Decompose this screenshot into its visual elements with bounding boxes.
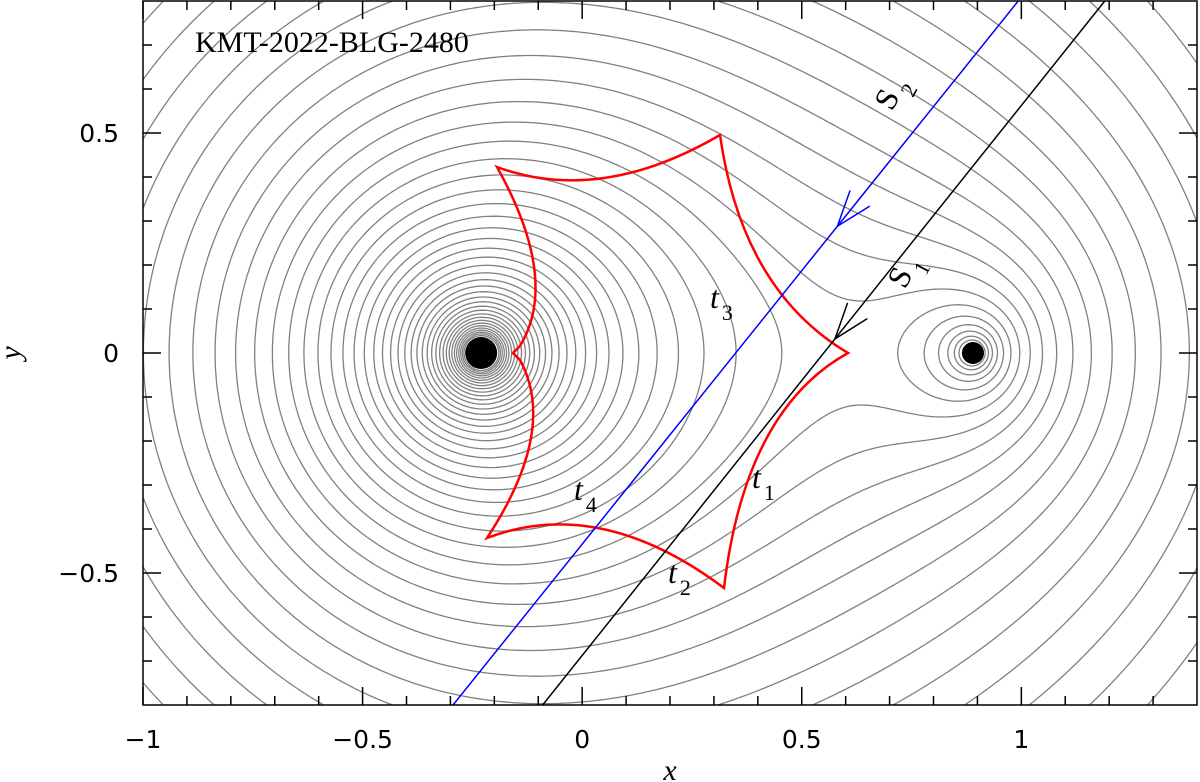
trajectory-label: S2 [866, 69, 922, 120]
label-index: 3 [722, 300, 733, 325]
caustic [483, 132, 851, 591]
label-letter: t [752, 459, 762, 495]
x-tick-label: 1 [1013, 725, 1029, 754]
plot-frame [142, 0, 1198, 706]
contours [143, 1, 1197, 705]
label-letter: t [668, 554, 678, 590]
trajectory [542, 1, 1106, 705]
y-tick-label: 0.5 [79, 119, 119, 148]
label-index: 1 [764, 480, 775, 505]
contour-lines [143, 1, 1197, 705]
y-tick-label: 0 [103, 339, 119, 368]
label-index: 2 [680, 575, 691, 600]
x-axis-label: x [662, 754, 677, 782]
x-tick-label: 0 [574, 725, 590, 754]
marks [452, 1, 1106, 705]
lens [962, 342, 985, 364]
lens [465, 337, 498, 369]
y-axis-label: y [0, 346, 27, 363]
label-letter: t [574, 471, 584, 507]
chart-title: KMT-2022-BLG-2480 [195, 26, 469, 59]
x-tick-label: 0.5 [782, 725, 822, 754]
label-letter: t [710, 279, 720, 315]
x-tick-label: −0.5 [332, 725, 393, 754]
trajectory [452, 1, 1019, 705]
label-index: 4 [586, 492, 597, 517]
trajectory-arrow [835, 190, 871, 229]
trajectory-arrow [833, 302, 868, 341]
x-tick-label: −1 [125, 725, 162, 754]
y-tick-label: −0.5 [58, 559, 119, 588]
